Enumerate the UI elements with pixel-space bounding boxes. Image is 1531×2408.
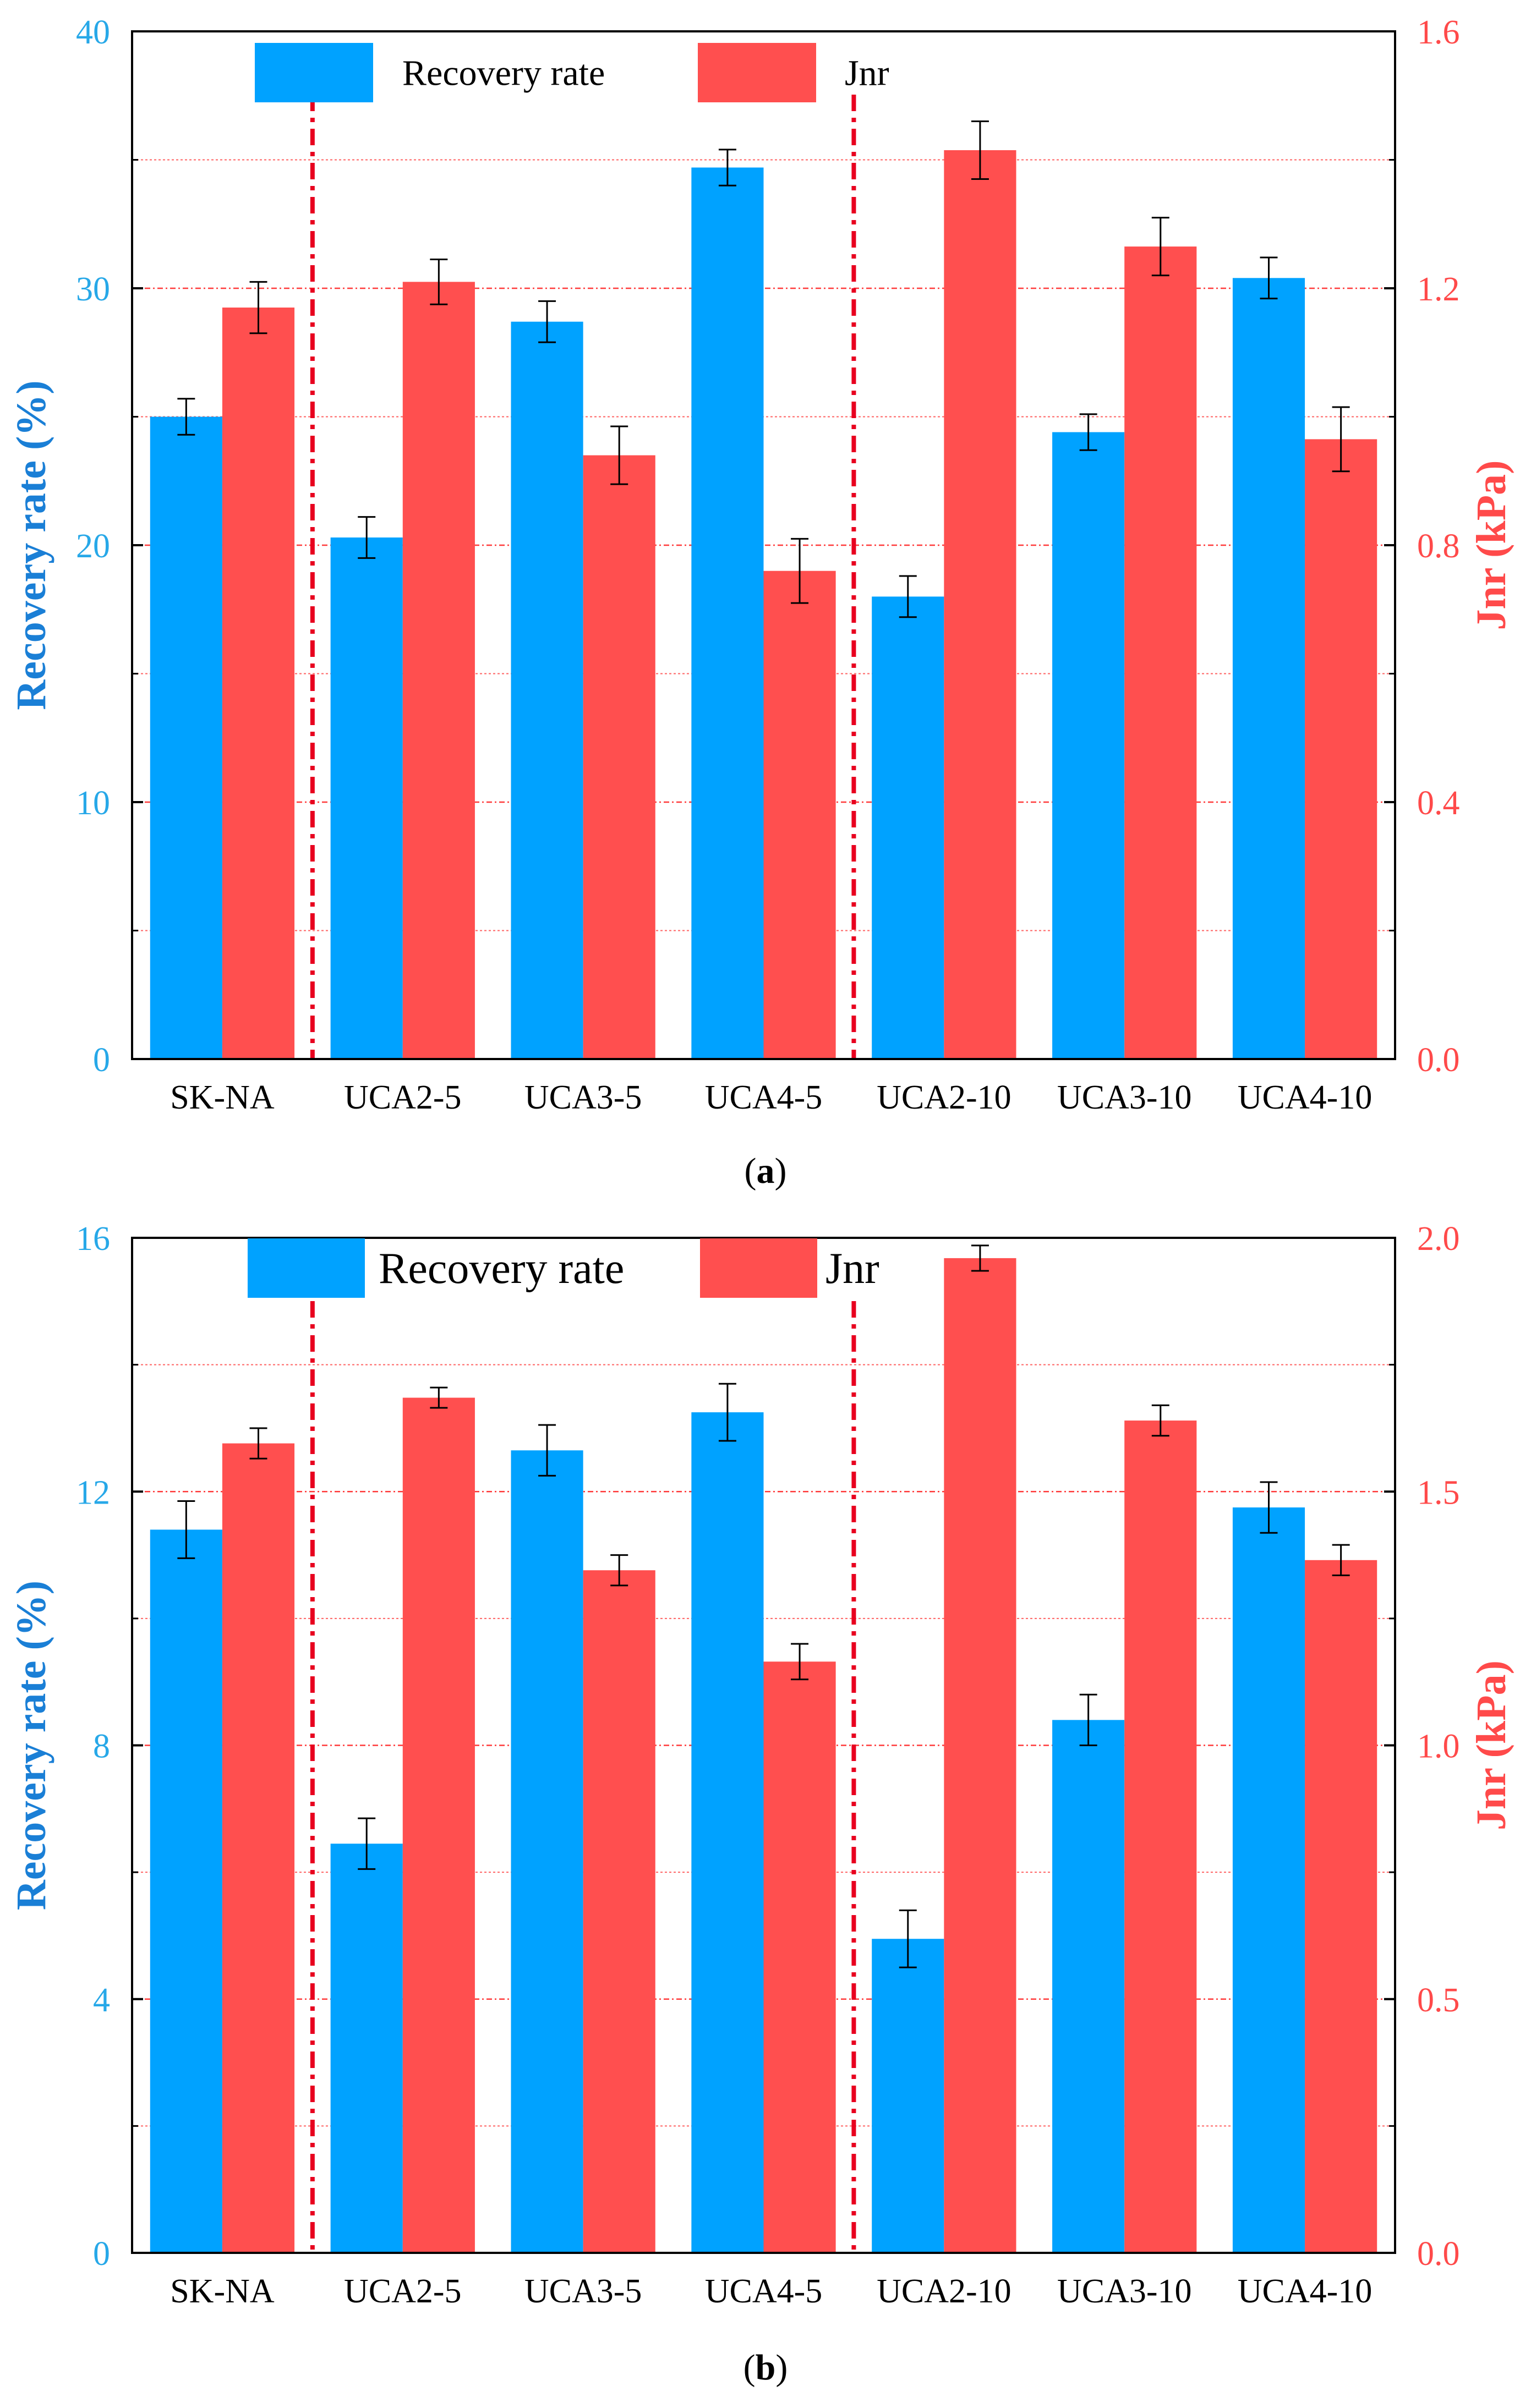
left-axis-tick-label: 16 bbox=[76, 1220, 110, 1258]
recovery-rate-bar-sk-na bbox=[150, 1529, 222, 2253]
x-tick-label: UCA4-5 bbox=[705, 1079, 823, 1116]
right-axis-tick-label: 2.0 bbox=[1417, 1220, 1460, 1258]
right-axis-tick-label: 0.5 bbox=[1417, 1982, 1460, 2019]
recovery-rate-bar-uca3-10 bbox=[1052, 432, 1125, 1059]
x-tick-label: UCA4-5 bbox=[705, 2273, 823, 2310]
left-axis-tick-label: 12 bbox=[76, 1474, 110, 1511]
jnr-bar-uca4-5 bbox=[763, 1661, 836, 2253]
recovery-rate-bar-uca3-5 bbox=[511, 321, 583, 1060]
right-axis-tick-label: 0.8 bbox=[1417, 528, 1460, 565]
recovery-rate-bar-uca2-10 bbox=[872, 596, 944, 1059]
legend-swatch-jnr bbox=[698, 43, 816, 102]
jnr-bar-uca2-5 bbox=[402, 1397, 475, 2253]
x-tick-label: UCA3-10 bbox=[1057, 1079, 1192, 1116]
recovery-rate-bar-uca3-5 bbox=[511, 1450, 583, 2253]
recovery-rate-bar-uca2-10 bbox=[872, 1939, 944, 2253]
jnr-bar-uca3-5 bbox=[583, 455, 655, 1059]
jnr-bar-uca4-10 bbox=[1305, 439, 1377, 1059]
x-tick-label: UCA2-10 bbox=[877, 1079, 1011, 1116]
left-axis-tick-label: 0 bbox=[93, 2235, 110, 2273]
jnr-bar-uca2-5 bbox=[402, 282, 475, 1060]
recovery-rate-bar-uca3-10 bbox=[1052, 1720, 1125, 2253]
recovery-rate-bar-uca4-10 bbox=[1232, 1507, 1305, 2253]
legend-label-recovery-rate: Recovery rate bbox=[379, 1244, 624, 1293]
jnr-bar-uca4-5 bbox=[763, 571, 836, 1059]
legend-label-recovery-rate: Recovery rate bbox=[402, 53, 605, 93]
panel-caption: (b) bbox=[743, 2347, 788, 2388]
legend-label-jnr: Jnr bbox=[845, 53, 889, 93]
x-tick-label: UCA4-10 bbox=[1238, 1079, 1373, 1116]
left-axis-tick-label: 8 bbox=[93, 1728, 110, 1765]
right-axis-title: Jnr (kPa) bbox=[1468, 1660, 1514, 1830]
recovery-rate-bar-uca4-5 bbox=[691, 1412, 764, 2253]
right-axis-tick-label: 1.6 bbox=[1417, 14, 1460, 51]
x-tick-label: SK-NA bbox=[170, 2273, 275, 2310]
right-axis-tick-label: 0.0 bbox=[1417, 1041, 1460, 1079]
right-axis-tick-label: 0.0 bbox=[1417, 2235, 1460, 2273]
panel-caption: (a) bbox=[745, 1151, 787, 1191]
right-axis-tick-label: 1.5 bbox=[1417, 1474, 1460, 1511]
chart-panel-a: 0 10 20 30 40 0.0 0.4 0.8 1.2 1.6 SK-NA UCA2-5 UCA3-… bbox=[8, 14, 1514, 1191]
jnr-bar-uca2-10 bbox=[944, 150, 1016, 1059]
recovery-rate-bar-uca2-5 bbox=[330, 1844, 403, 2253]
left-axis-tick-label: 0 bbox=[93, 1041, 110, 1079]
left-axis-tick-label: 30 bbox=[76, 271, 110, 308]
x-tick-label: UCA4-10 bbox=[1238, 2273, 1373, 2310]
legend-label-jnr: Jnr bbox=[825, 1244, 879, 1293]
x-tick-label: UCA2-5 bbox=[344, 1079, 462, 1116]
jnr-bar-sk-na bbox=[222, 308, 295, 1059]
left-axis-tick-label: 4 bbox=[93, 1982, 110, 2019]
left-axis-title: Recovery rate (%) bbox=[8, 1581, 54, 1910]
left-axis-tick-label: 40 bbox=[76, 14, 110, 51]
jnr-bar-uca2-10 bbox=[944, 1258, 1016, 2253]
recovery-rate-bar-sk-na bbox=[150, 416, 222, 1059]
recovery-rate-bar-uca2-5 bbox=[330, 537, 403, 1059]
x-tick-label: UCA3-10 bbox=[1057, 2273, 1192, 2310]
jnr-bar-sk-na bbox=[222, 1443, 295, 2253]
recovery-rate-bar-uca4-10 bbox=[1232, 278, 1305, 1059]
right-axis-tick-label: 1.2 bbox=[1417, 271, 1460, 308]
left-axis-title: Recovery rate (%) bbox=[8, 380, 54, 710]
legend-swatch-recovery-rate bbox=[248, 1238, 365, 1298]
jnr-bar-uca3-10 bbox=[1124, 1420, 1197, 2253]
right-axis-tick-label: 0.4 bbox=[1417, 785, 1460, 822]
jnr-bar-uca3-10 bbox=[1124, 246, 1197, 1059]
legend-swatch-recovery-rate bbox=[255, 43, 373, 102]
recovery-rate-bar-uca4-5 bbox=[691, 167, 764, 1059]
legend-swatch-jnr bbox=[700, 1238, 817, 1298]
left-axis-tick-label: 10 bbox=[76, 785, 110, 822]
x-tick-label: UCA3-5 bbox=[524, 1079, 642, 1116]
x-tick-label: UCA3-5 bbox=[524, 2273, 642, 2310]
x-tick-label: UCA2-5 bbox=[344, 2273, 462, 2310]
jnr-bar-uca4-10 bbox=[1305, 1560, 1377, 2253]
left-axis-tick-label: 20 bbox=[76, 528, 110, 565]
jnr-bar-uca3-5 bbox=[583, 1570, 655, 2253]
right-axis-tick-label: 1.0 bbox=[1417, 1728, 1460, 1765]
right-axis-title: Jnr (kPa) bbox=[1468, 460, 1514, 630]
x-tick-label: UCA2-10 bbox=[877, 2273, 1011, 2310]
chart-panel-b: 0 4 8 12 16 0.0 0.5 1.0 1.5 2.0 SK-NA UCA2-5 UCA3-5 U… bbox=[8, 1220, 1514, 2388]
x-tick-label: SK-NA bbox=[170, 1079, 275, 1116]
